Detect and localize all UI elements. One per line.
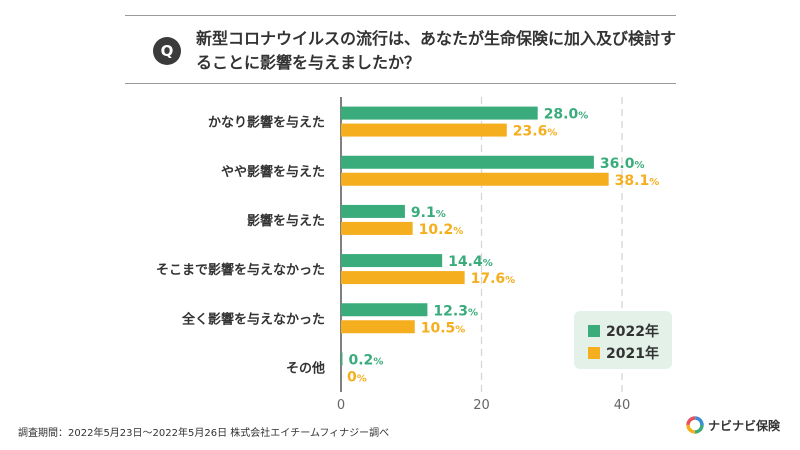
data-label-2021: 38.1% — [615, 173, 660, 189]
category-label: その他 — [286, 360, 325, 376]
legend-item-2021: 2021年 — [588, 343, 659, 363]
data-label-unit: % — [578, 111, 588, 122]
survey-footnote: 調査期間：2022年5月23日〜2022年5月26日 株式会社エイチームフィナジ… — [18, 428, 390, 439]
data-label-2021: 10.2% — [419, 222, 464, 238]
data-label-value: 36.0 — [600, 156, 635, 172]
data-label-value: 17.6 — [471, 271, 506, 287]
data-label-2021: 23.6% — [513, 124, 558, 140]
bar-2022 — [341, 254, 443, 268]
bar-2022 — [341, 303, 428, 317]
question-badge: Q — [153, 37, 181, 65]
brand-logo: ナビナビ保険 — [686, 416, 780, 434]
data-label-value: 23.6 — [513, 124, 548, 140]
chart-legend: 2022年 2021年 — [574, 311, 672, 369]
data-label-value: 0 — [347, 369, 357, 385]
brand-logo-icon — [686, 416, 704, 434]
data-label-2022: 0.2% — [349, 352, 384, 368]
data-label-unit: % — [357, 373, 367, 384]
data-label-unit: % — [505, 275, 515, 286]
data-label-value: 38.1 — [615, 173, 650, 189]
data-label-2021: 0% — [347, 369, 367, 385]
data-label-value: 10.2 — [419, 222, 454, 238]
data-label-2022: 36.0% — [600, 156, 645, 172]
category-label: やや影響を与えた — [221, 164, 325, 180]
bar-2022 — [341, 106, 538, 120]
legend-item-2022: 2022年 — [588, 321, 659, 341]
data-label-2021: 10.5% — [421, 320, 466, 336]
data-label-unit: % — [373, 356, 383, 367]
bar-2022 — [341, 352, 343, 366]
x-tick-label: 0 — [337, 398, 345, 413]
bar-2021 — [341, 271, 465, 285]
legend-label-2022: 2022年 — [606, 324, 659, 340]
data-label-value: 14.4 — [448, 254, 483, 270]
data-label-unit: % — [436, 209, 446, 220]
bar-2021 — [341, 172, 609, 186]
data-label-unit: % — [468, 307, 478, 318]
bar-2022 — [341, 155, 594, 169]
bar-2021 — [341, 123, 507, 137]
x-tick-label: 20 — [473, 398, 490, 413]
data-label-2022: 28.0% — [544, 107, 589, 123]
bottom-rule — [125, 83, 676, 84]
data-label-value: 9.1 — [411, 205, 436, 221]
bar-chart: 0 20 40かなり影響を与えた28.0%23.6%やや影響を与えた36.0%38.… — [156, 97, 660, 413]
bar-2021 — [341, 221, 413, 235]
category-label: かなり影響を与えた — [208, 115, 325, 131]
data-label-value: 28.0 — [544, 107, 579, 123]
category-label: 影響を与えた — [247, 213, 325, 229]
data-label-2022: 14.4% — [448, 254, 493, 270]
bar-2022 — [341, 204, 405, 218]
data-label-2021: 17.6% — [471, 271, 516, 287]
data-label-unit: % — [634, 160, 644, 171]
top-rule — [125, 15, 676, 16]
legend-swatch-2021 — [588, 347, 600, 359]
data-label-2022: 9.1% — [411, 205, 446, 221]
data-label-value: 0.2 — [349, 352, 374, 368]
data-label-2022: 12.3% — [433, 303, 478, 319]
legend-label-2021: 2021年 — [606, 346, 659, 362]
brand-logo-text: ナビナビ保険 — [708, 418, 781, 433]
data-label-unit: % — [649, 177, 659, 188]
data-label-unit: % — [483, 258, 493, 269]
category-label: 全く影響を与えなかった — [181, 311, 325, 327]
data-label-value: 12.3 — [433, 303, 468, 319]
data-label-unit: % — [455, 324, 465, 335]
x-tick-label: 40 — [614, 398, 631, 413]
data-label-value: 10.5 — [421, 320, 456, 336]
question-text: 新型コロナウイルスの流行は、あなたが生命保険に加入及び検討することに影響を与えま… — [196, 29, 677, 72]
data-label-unit: % — [547, 128, 557, 139]
bar-2021 — [341, 320, 415, 334]
data-label-unit: % — [453, 226, 463, 237]
category-label: そこまで影響を与えなかった — [156, 262, 325, 278]
legend-swatch-2022 — [588, 325, 600, 337]
